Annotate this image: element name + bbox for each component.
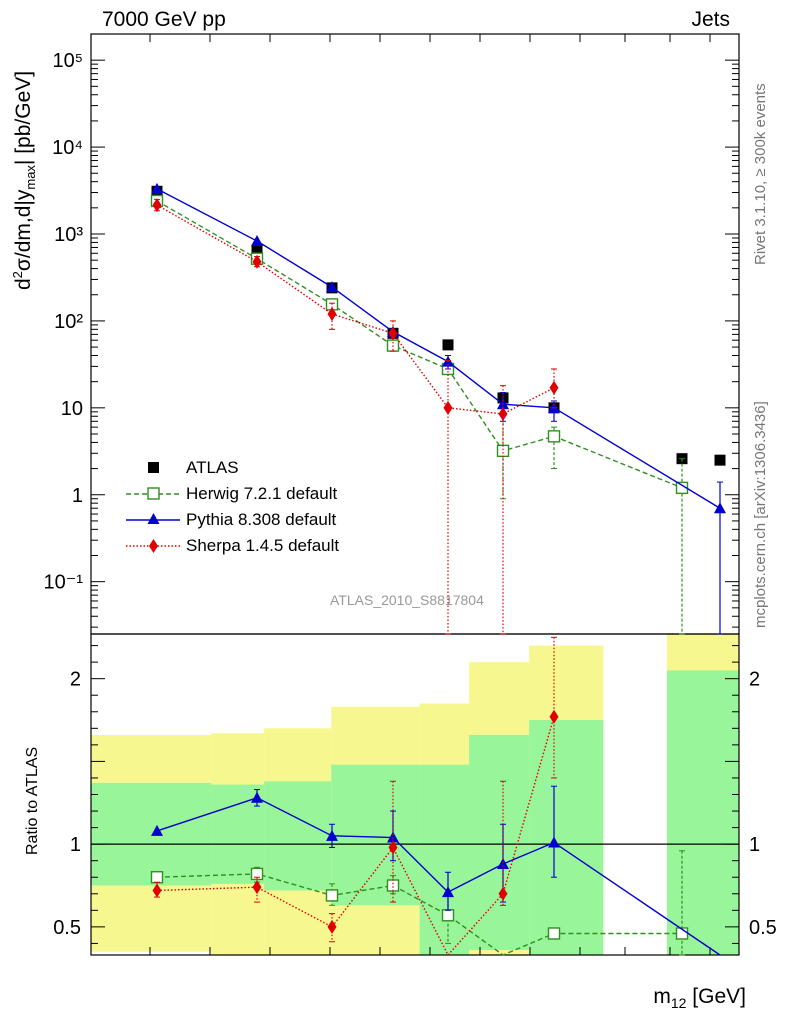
ratio-sherpa-marker (549, 709, 559, 724)
ratio-pythia-marker (387, 831, 399, 843)
ratio-series-layer (150, 636, 721, 957)
legend-marker-atlas (148, 462, 159, 473)
legend-item-pythia: Pythia 8.308 default (120, 507, 339, 533)
main-y-axis-label: d2σ/dm,d|ymax| [pb/GeV] (10, 70, 39, 290)
ratio-band-inner (469, 734, 530, 951)
main-herwig-marker (547, 430, 561, 443)
main-pythia-marker (251, 235, 263, 247)
ratio-y-tick-label-right: 2 (749, 669, 760, 691)
analysis-watermark: ATLAS_2010_S8817804 (330, 592, 484, 608)
rivet-version-label: Rivet 3.1.10, ≥ 300k events (752, 83, 769, 265)
ratio-pythia-marker (548, 836, 560, 848)
ratio-pythia-marker (326, 829, 338, 841)
ratio-herwig-marker (386, 879, 400, 892)
main-series-layer (150, 182, 726, 635)
atlas-data-point (442, 339, 454, 351)
main-herwig-line (156, 200, 683, 489)
main-sherpa-marker (327, 307, 337, 322)
main-herwig-marker (496, 444, 510, 458)
ratio-band-inner (529, 720, 604, 955)
energy-title: 7000 GeV pp (102, 8, 226, 31)
ratio-band-inner (331, 764, 420, 906)
legend-label: ATLAS (186, 458, 239, 477)
ratio-herwig-marker (150, 871, 164, 884)
legend-label: Pythia 8.308 default (186, 510, 337, 529)
main-sherpa-marker (152, 198, 162, 213)
ratio-pythia-line (156, 797, 721, 956)
main-sherpa-marker (549, 380, 559, 395)
main-y-tick-label: 1 (72, 485, 83, 507)
ratio-herwig-marker (441, 909, 455, 922)
ratio-y-tick-label-right: 1 (749, 834, 760, 856)
main-pythia-marker (151, 182, 163, 194)
main-y-tick-label: 10³ (54, 224, 83, 246)
ratio-pythia-marker (151, 824, 163, 836)
atlas-data-point (251, 244, 263, 256)
ratio-sherpa-marker (498, 886, 508, 901)
ratio-band-inner (264, 781, 332, 891)
main-sherpa-marker (252, 254, 262, 269)
legend-item-atlas: ATLAS (120, 455, 339, 481)
ratio-herwig-marker (250, 867, 264, 881)
ratio-sherpa-marker (252, 880, 262, 895)
ratio-herwig-marker (547, 927, 561, 940)
ratio-uncertainty-bands (91, 634, 739, 955)
main-pythia-marker (326, 281, 338, 293)
ratio-y-tick-label-right: 0.5 (749, 917, 777, 939)
legend-marker-pythia (126, 513, 180, 524)
ratio-band-inner (666, 670, 739, 955)
legend-item-sherpa: Sherpa 1.4.5 default (120, 533, 339, 559)
main-sherpa-marker (388, 326, 398, 341)
main-y-tick-label: 10 (61, 398, 83, 420)
main-y-tick-label: 10⁴ (52, 137, 83, 159)
observable-title: Jets (691, 8, 730, 31)
main-sherpa-marker (443, 400, 453, 415)
legend: ATLAS Herwig 7.2.1 default Pythia 8.308 … (120, 455, 339, 559)
ratio-sherpa-marker (152, 883, 162, 898)
atlas-data-point (714, 454, 726, 466)
ratio-herwig-marker (325, 889, 339, 902)
ratio-sherpa-marker (327, 919, 337, 934)
legend-marker-herwig (126, 487, 180, 500)
ratio-herwig-line (156, 873, 682, 956)
legend-label: Sherpa 1.4.5 default (186, 536, 340, 555)
ratio-band-inner (91, 782, 212, 886)
main-y-tick-label: 10² (54, 311, 83, 333)
ratio-pythia-marker (251, 791, 263, 803)
legend-marker-sherpa (126, 539, 180, 553)
ratio-pythia-marker (497, 857, 509, 869)
main-y-tick-label: 10⁻¹ (44, 572, 84, 594)
main-sherpa-line (156, 204, 555, 415)
ratio-y-tick-label-left: 1 (70, 834, 81, 856)
legend-item-herwig: Herwig 7.2.1 default (120, 481, 339, 507)
main-sherpa-marker (498, 406, 508, 421)
ratio-sherpa-marker (388, 840, 398, 855)
ratio-band-inner (419, 764, 470, 955)
ratio-y-tick-label-left: 0.5 (53, 917, 81, 939)
ratio-y-axis-label: Ratio to ATLAS (24, 746, 41, 855)
main-y-tick-label: 10⁵ (52, 50, 83, 72)
main-pythia-marker (714, 502, 726, 514)
ratio-pythia-marker (442, 886, 454, 898)
x-axis-label: m12 [GeV] (653, 985, 746, 1012)
legend-label: Herwig 7.2.1 default (186, 484, 338, 503)
main-pythia-line (156, 188, 721, 509)
ratio-y-tick-label-left: 2 (70, 669, 81, 691)
mcplots-credit-label: mcplots.cern.ch [arXiv:1306.3436] (752, 401, 769, 628)
